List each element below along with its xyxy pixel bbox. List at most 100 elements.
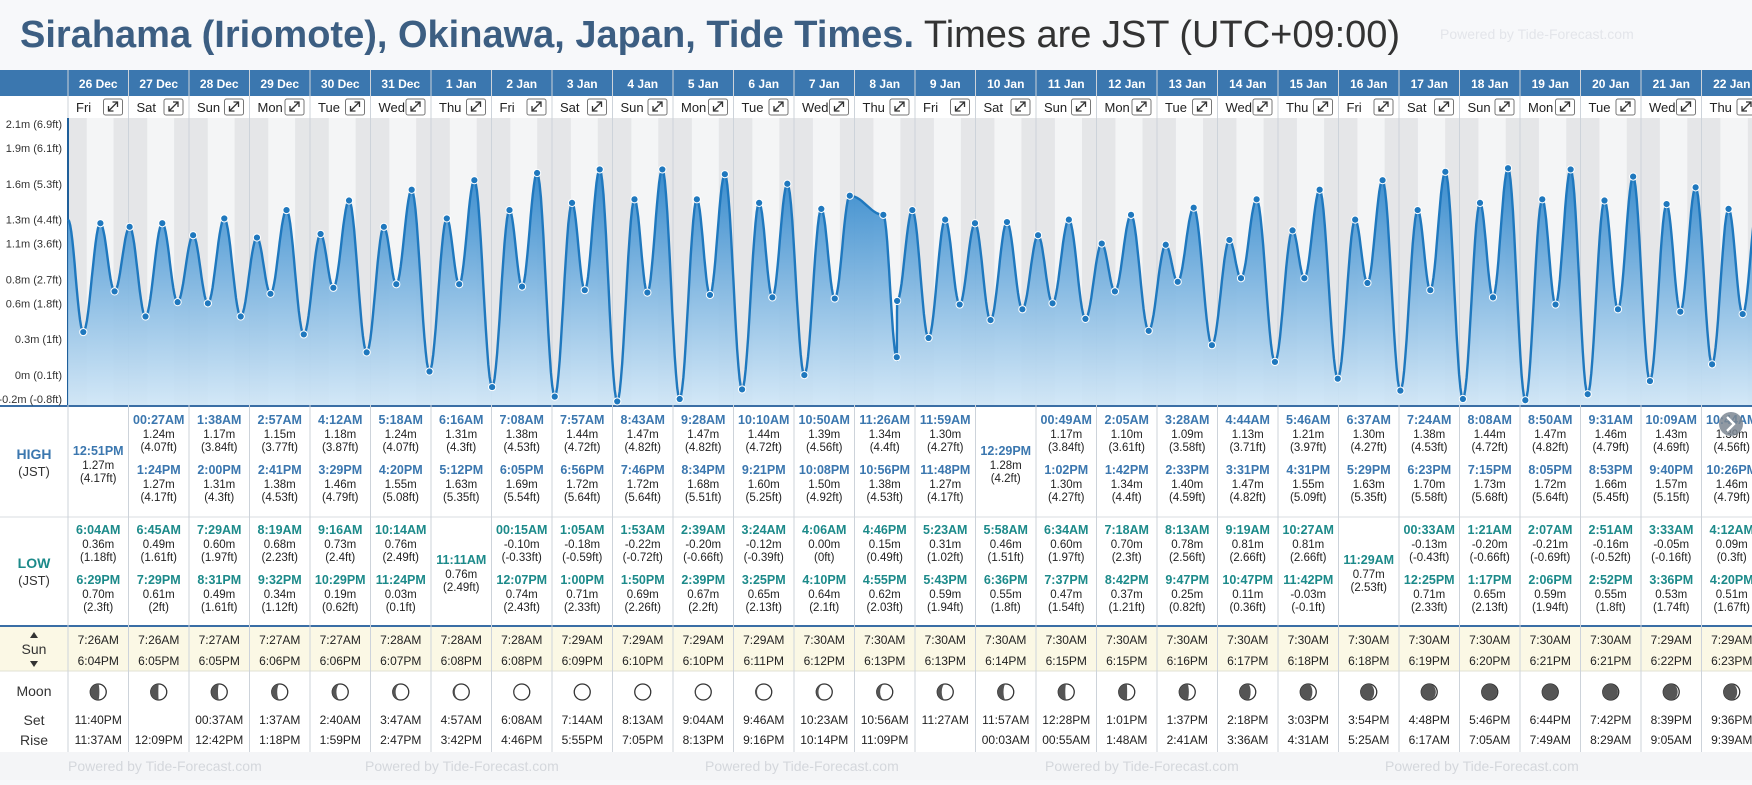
expand-day-button[interactable] — [1131, 98, 1152, 116]
moon-phase-icon — [210, 683, 228, 701]
high-tide-height-ft: (3.84ft) — [201, 442, 238, 454]
low-tide-time: 10:27AM — [1283, 523, 1334, 537]
expand-day-button[interactable] — [1313, 98, 1333, 116]
high-row-label: HIGH — [17, 446, 52, 462]
expand-day-button[interactable] — [768, 98, 789, 116]
expand-day-button[interactable] — [345, 98, 365, 116]
high-tide-point — [1097, 239, 1106, 248]
low-tide-height-m: 0.68m — [264, 539, 296, 551]
sunrise-time: 7:30AM — [925, 633, 966, 647]
low-tide-point — [800, 371, 809, 380]
low-tide-height-m: 0.53m — [1655, 589, 1687, 601]
expand-day-button[interactable] — [1373, 98, 1394, 116]
moonrise-time: 9:16PM — [743, 733, 784, 747]
high-tide-height-ft: (4.27ft) — [1048, 492, 1085, 504]
expand-day-button[interactable] — [1252, 98, 1273, 116]
expand-day-button[interactable] — [889, 98, 910, 116]
high-tide-point — [1503, 164, 1513, 173]
moonset-time: 3:03PM — [1288, 713, 1329, 727]
low-tide-height-ft: (1.67ft) — [1714, 602, 1751, 614]
expand-day-button[interactable] — [163, 98, 184, 116]
expand-icon — [107, 101, 119, 112]
high-tide-time: 3:29PM — [318, 463, 362, 477]
high-tide-time: 11:26AM — [859, 413, 910, 427]
high-tide-height-ft: (3.77ft) — [262, 442, 299, 454]
high-tide-height-ft: (5.68ft) — [1472, 492, 1509, 504]
moonrise-time: 9:05AM — [1651, 733, 1692, 747]
moon-phase-icon — [1299, 683, 1317, 701]
low-tide-time: 2:39PM — [681, 573, 725, 587]
date-label: 18 Jan — [1471, 77, 1508, 91]
low-tide-height-m: 0.65m — [1474, 589, 1506, 601]
low-tide-time: 4:46PM — [863, 523, 907, 537]
expand-icon — [1680, 101, 1692, 112]
sunrise-time: 7:30AM — [1348, 633, 1389, 647]
expand-day-button[interactable] — [1555, 98, 1575, 116]
high-tide-time: 12:51PM — [73, 444, 124, 458]
weekday-label: Thu — [1286, 100, 1308, 115]
sunrise-time: 7:30AM — [1530, 633, 1571, 647]
expand-day-button[interactable] — [1010, 98, 1031, 116]
high-tide-height-ft: (4.82ft) — [625, 442, 662, 454]
high-tide-point — [720, 170, 729, 179]
date-label: 22 Jan — [1713, 77, 1750, 91]
expand-day-button[interactable] — [1676, 98, 1696, 116]
expand-day-button[interactable] — [1494, 98, 1515, 116]
high-tide-height-m: 1.13m — [1232, 429, 1264, 441]
expand-day-button[interactable] — [587, 98, 607, 116]
high-tide-height-m: 1.60m — [748, 479, 780, 491]
high-tide-point — [630, 195, 639, 204]
high-tide-height-ft: (4.59ft) — [1169, 492, 1206, 504]
weekday-label: Mon — [1528, 100, 1553, 115]
moonrise-time: 4:31AM — [1288, 733, 1329, 747]
high-tide-height-m: 1.72m — [1534, 479, 1566, 491]
moon-phase-icon — [997, 683, 1015, 701]
sunrise-time: 7:30AM — [1046, 633, 1087, 647]
low-tide-point — [768, 293, 777, 302]
high-tide-time: 5:46AM — [1286, 413, 1330, 427]
expand-day-button[interactable] — [708, 98, 728, 116]
low-tide-height-m: 0.37m — [1111, 589, 1143, 601]
expand-day-button[interactable] — [284, 98, 305, 116]
low-tide-point — [266, 289, 275, 298]
scroll-right-button[interactable] — [1719, 412, 1743, 436]
weekday-label: Fri — [500, 100, 515, 115]
expand-day-button[interactable] — [405, 98, 426, 116]
low-tide-height-ft: (-0.1ft) — [1291, 602, 1325, 614]
expand-day-button[interactable] — [1736, 98, 1752, 116]
date-label: 29 Dec — [260, 77, 299, 91]
low-tide-time: 2:51AM — [1589, 523, 1633, 537]
expand-day-button[interactable] — [950, 98, 970, 116]
high-tide-height-m: 1.18m — [324, 429, 356, 441]
expand-day-button[interactable] — [526, 98, 547, 116]
high-tide-height-ft: (4.17ft) — [141, 492, 178, 504]
expand-day-button[interactable] — [466, 98, 486, 116]
low-tide-time: 5:23AM — [923, 523, 967, 537]
low-tide-height-m: 0.55m — [1595, 589, 1627, 601]
low-tide-height-m: 0.74m — [506, 589, 538, 601]
low-tide-point — [1707, 360, 1717, 369]
expand-day-button[interactable] — [1192, 98, 1212, 116]
expand-day-button[interactable] — [224, 98, 244, 116]
moon-phase-icon — [1481, 683, 1499, 701]
high-tide-height-m: 1.27m — [82, 460, 114, 472]
high-tide-height-m: 1.63m — [1353, 479, 1385, 491]
expand-icon — [1438, 101, 1450, 112]
low-tide-height-m: 0.11m — [1232, 589, 1263, 601]
sunset-time: 6:15PM — [1046, 654, 1087, 668]
expand-day-button[interactable] — [1615, 98, 1636, 116]
weekday-label: Mon — [681, 100, 706, 115]
expand-icon — [289, 101, 300, 112]
moonrise-time: 8:13PM — [683, 733, 724, 747]
expand-day-button[interactable] — [829, 98, 849, 116]
sunrise-time: 7:28AM — [441, 633, 482, 647]
expand-day-button[interactable] — [1071, 98, 1091, 116]
high-tide-point — [845, 191, 854, 200]
expand-icon — [1257, 101, 1268, 112]
expand-day-button[interactable] — [103, 98, 123, 116]
low-tide-height-m: 0.70m — [1111, 539, 1143, 551]
sunset-time: 6:08PM — [441, 654, 482, 668]
high-tide-point — [316, 229, 325, 239]
expand-day-button[interactable] — [647, 98, 668, 116]
expand-day-button[interactable] — [1434, 98, 1454, 116]
